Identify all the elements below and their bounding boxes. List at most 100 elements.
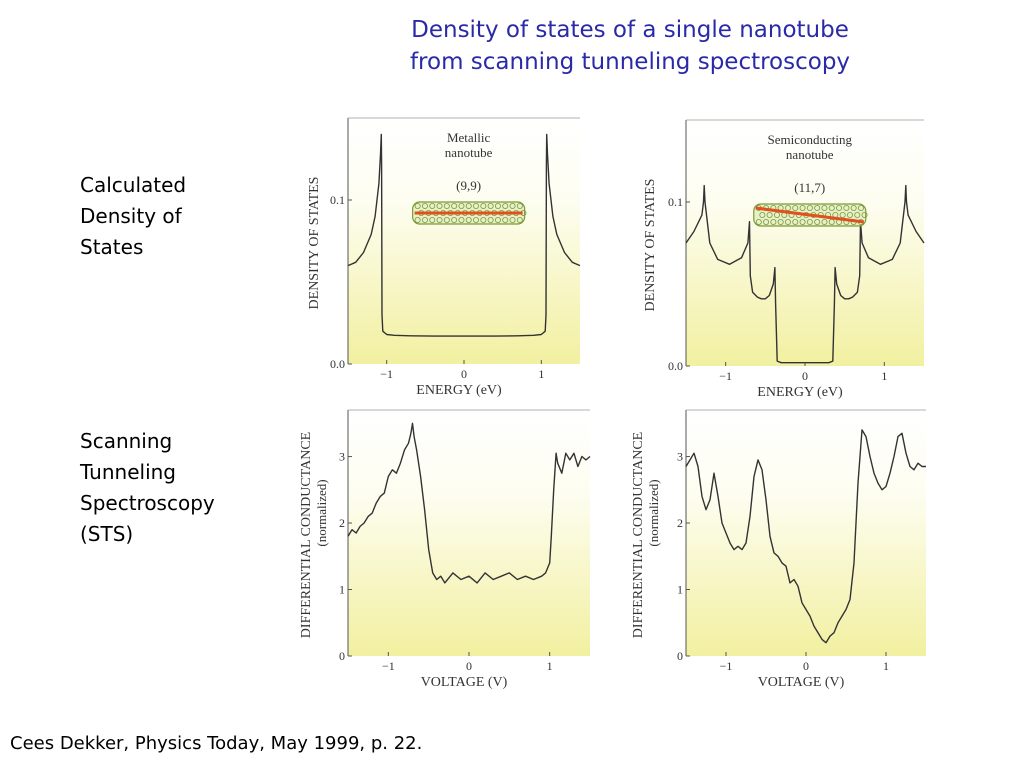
x-tick-label: −1 [719, 369, 732, 383]
data-series-line [685, 184, 925, 364]
nanotube-hex-cell [755, 218, 762, 225]
nanotube-hex-cell [421, 216, 428, 223]
nanotube-hex-cell [773, 211, 780, 218]
row-label-line: Tunneling [80, 460, 176, 484]
chart-panel-1: −1 0 1 0.0 0.1 ENERGY (eV) DENSITY OF STATES Me… [307, 117, 581, 398]
nanotube-hex-cell [792, 218, 799, 225]
x-tick-label: −1 [382, 659, 395, 673]
nanotube-axis-line [755, 206, 864, 224]
chart-annotation: Semiconducting [768, 132, 853, 147]
y-axis-label: DIFFERENTIAL CONDUCTANCE [299, 432, 314, 638]
row-label-line: Calculated [80, 173, 187, 197]
x-axis-label: VOLTAGE (V) [421, 675, 508, 690]
nanotube-hex-cell [509, 202, 516, 209]
nanotube-hex-cell [414, 216, 421, 223]
nanotube-hex-cell [480, 202, 487, 209]
plot-background [348, 118, 580, 364]
nanotube-hex-cell [458, 216, 465, 223]
nanotube-hex-cell [494, 202, 501, 209]
nanotube-hex-cell [814, 218, 821, 225]
plot-background [686, 410, 926, 656]
x-tick-label: 1 [883, 659, 889, 673]
chart-panel-4: −1 0 1 0 1 2 3 VOLTAGE (V) DIFFERENTIAL CONDUCTA… [631, 409, 926, 690]
row-label-sts: Scanning Tunneling Spectroscopy (STS) [80, 426, 215, 550]
nanotube-hex-cell [465, 202, 472, 209]
x-tick-label: 1 [881, 369, 887, 383]
y-tick-label: 2 [677, 516, 683, 530]
nanotube-hex-cell [516, 216, 523, 223]
nanotube-armchair-icon [412, 201, 527, 225]
y-tick-label: 0 [677, 649, 683, 663]
nanotube-hex-cell [487, 216, 494, 223]
nanotube-hex-cell [436, 216, 443, 223]
y-tick-label: 1 [677, 583, 683, 597]
y-axis-label: DIFFERENTIAL CONDUCTANCE [631, 432, 646, 638]
nanotube-hex-cell [814, 204, 821, 211]
y-tick-label: 3 [677, 450, 683, 464]
nanotube-hex-cell [494, 216, 501, 223]
nanotube-hex-cell [821, 218, 828, 225]
nanotube-hex-cell [480, 216, 487, 223]
x-tick-label: 0 [803, 659, 809, 673]
nanotube-hex-cell [828, 204, 835, 211]
nanotube-hex-cell [828, 218, 835, 225]
nanotube-hex-cell [487, 202, 494, 209]
x-tick-label: 0 [461, 367, 467, 381]
nanotube-hex-cell [509, 216, 516, 223]
y-tick-label: 0.0 [668, 359, 683, 373]
x-tick-label: 0 [466, 659, 472, 673]
nanotube-hex-cell [443, 216, 450, 223]
x-tick-label: 0 [802, 369, 808, 383]
chart-panel-2: −1 0 1 0.0 0.1 ENERGY (eV) DENSITY OF STATES Se… [643, 119, 925, 400]
nanotube-hex-cell [458, 202, 465, 209]
nanotube-chiral-icon [753, 203, 868, 227]
y-tick-label: 1 [339, 583, 345, 597]
nanotube-hex-cell [770, 218, 777, 225]
nanotube-hex-cell [799, 218, 806, 225]
nanotube-hex-cell [836, 204, 843, 211]
x-tick-label: −1 [720, 659, 733, 673]
nanotube-hex-cell [421, 202, 428, 209]
nanotube-hex-cell [443, 202, 450, 209]
row-label-line: (STS) [80, 522, 134, 546]
row-label-calculated-dos: Calculated Density of States [80, 170, 186, 263]
x-tick-label: −1 [380, 367, 393, 381]
nanotube-hex-cell [436, 202, 443, 209]
nanotube-hex-cell [784, 218, 791, 225]
nanotube-hex-cell [465, 216, 472, 223]
data-series-line [347, 133, 581, 337]
nanotube-hex-cell [857, 204, 864, 211]
x-axis-label: VOLTAGE (V) [758, 675, 845, 690]
slide-title-line-1: Density of states of a single nanotube [411, 17, 849, 43]
slide-title: Density of states of a single nanotube f… [340, 14, 920, 78]
chart-annotation: nanotube [786, 147, 834, 162]
nanotube-hex-cell [821, 204, 828, 211]
y-axis-label-secondary: (normalized) [314, 479, 329, 546]
nanotube-hex-cell [843, 204, 850, 211]
x-axis-label: ENERGY (eV) [757, 385, 843, 400]
nanotube-hex-cell [806, 218, 813, 225]
nanotube-hex-cell [502, 216, 509, 223]
y-axis-label: DENSITY OF STATES [643, 179, 658, 312]
nanotube-hex-cell [792, 204, 799, 211]
row-label-line: Spectroscopy [80, 491, 215, 515]
row-label-line: States [80, 235, 144, 259]
chart-annotation: nanotube [445, 145, 493, 160]
nanotube-hex-cell [854, 211, 861, 218]
nanotube-hex-cell [846, 211, 853, 218]
citation: Cees Dekker, Physics Today, May 1999, p.… [10, 733, 423, 754]
nanotube-hex-cell [516, 202, 523, 209]
nanotube-hex-cell [451, 202, 458, 209]
nanotube-hex-cell [861, 211, 868, 218]
y-tick-label: 0 [339, 649, 345, 663]
nanotube-hex-cell [473, 216, 480, 223]
chirality-index-label: (11,7) [794, 180, 825, 195]
nanotube-hex-cell [784, 204, 791, 211]
y-tick-label: 2 [339, 516, 345, 530]
plot-background [686, 120, 924, 366]
nanotube-hex-cell [777, 218, 784, 225]
nanotube-hex-cell [806, 204, 813, 211]
nanotube-hex-cell [473, 202, 480, 209]
nanotube-hex-cell [839, 211, 846, 218]
